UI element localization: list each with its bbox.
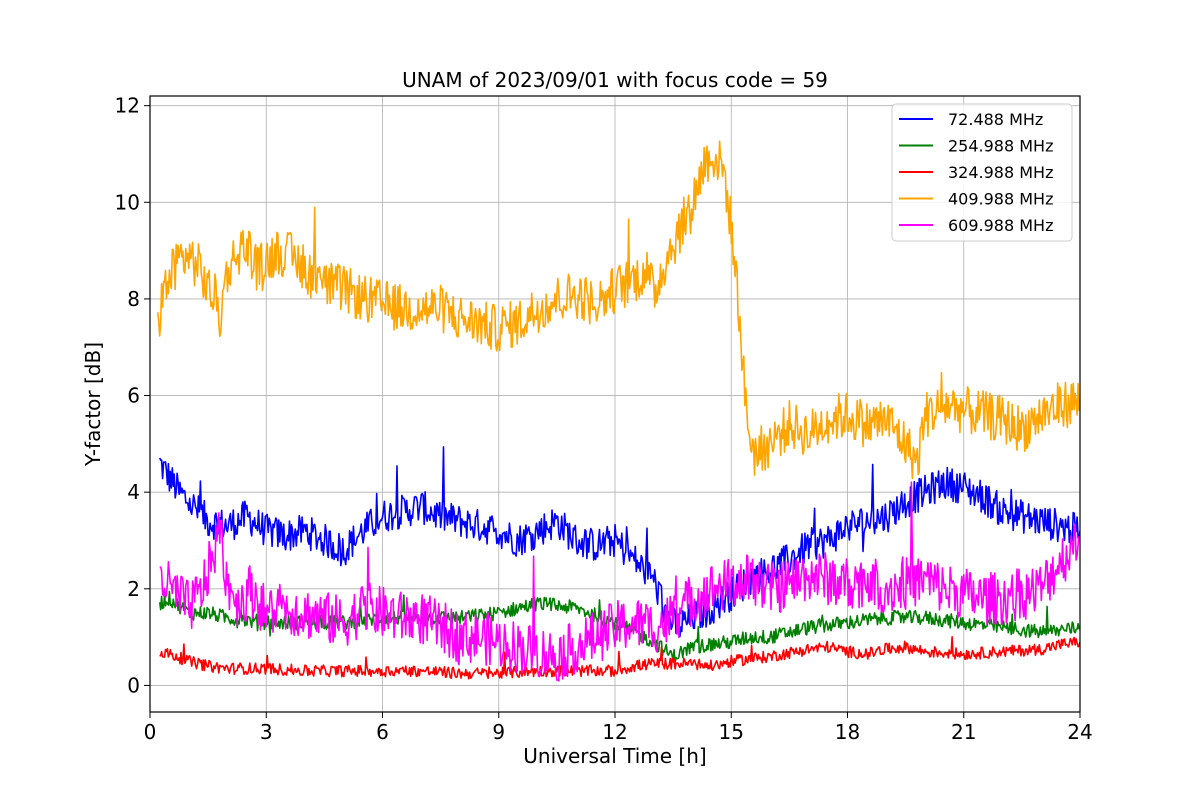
y-tick-label: 0 — [127, 673, 140, 697]
x-tick-label: 18 — [835, 720, 860, 744]
x-tick-label: 15 — [719, 720, 744, 744]
chart-title: UNAM of 2023/09/01 with focus code = 59 — [402, 68, 828, 92]
legend-box — [891, 103, 1073, 242]
legend-label: 609.988 MHz — [948, 216, 1053, 235]
y-tick-label: 8 — [127, 287, 140, 311]
x-tick-label: 21 — [951, 720, 976, 744]
legend-label: 324.988 MHz — [948, 163, 1053, 182]
x-tick-label: 6 — [376, 720, 389, 744]
y-tick-label: 6 — [127, 384, 140, 408]
y-tick-label: 4 — [127, 480, 140, 504]
y-tick-label: 2 — [127, 577, 140, 601]
series-layer — [157, 140, 1080, 682]
x-tick-label: 24 — [1067, 720, 1092, 744]
x-axis-label: Universal Time [h] — [523, 744, 706, 768]
legend-label: 72.488 MHz — [948, 110, 1043, 129]
legend: 72.488 MHz 254.988 MHz 324.988 MHz 409.988 … — [891, 103, 1073, 242]
y-tick-label: 12 — [115, 94, 140, 118]
x-tick-label: 3 — [260, 720, 273, 744]
x-tick-label: 0 — [144, 720, 157, 744]
x-tick-label: 9 — [492, 720, 505, 744]
x-tick-label: 12 — [602, 720, 627, 744]
legend-label: 254.988 MHz — [948, 137, 1053, 156]
series-line — [159, 481, 1080, 682]
series-line — [158, 446, 1080, 638]
legend-label: 409.988 MHz — [948, 190, 1053, 209]
series-line — [157, 140, 1080, 480]
y-axis-label: Y-factor [dB] — [81, 342, 105, 467]
series-line — [159, 636, 1080, 680]
y-tick-label: 10 — [115, 190, 140, 214]
